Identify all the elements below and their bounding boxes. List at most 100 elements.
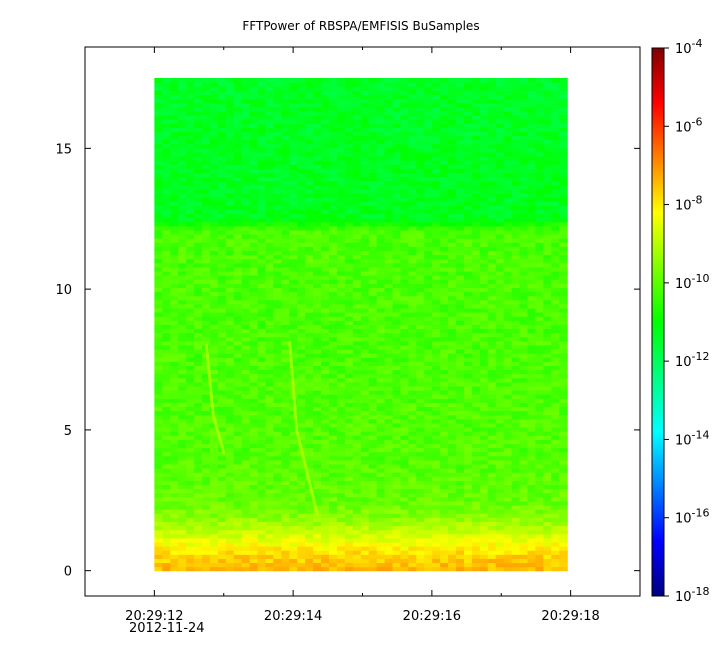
heatmap-cell bbox=[392, 238, 402, 243]
heatmap-cell bbox=[471, 472, 481, 477]
heatmap-cell bbox=[313, 422, 322, 428]
heatmap-cell bbox=[178, 242, 187, 247]
heatmap-cell bbox=[162, 340, 171, 346]
heatmap-cell bbox=[162, 270, 171, 276]
heatmap-cell bbox=[329, 398, 338, 403]
heatmap-cell bbox=[305, 447, 314, 453]
heatmap-cell bbox=[551, 344, 560, 350]
heatmap-cell bbox=[384, 537, 394, 543]
heatmap-cell bbox=[162, 566, 171, 572]
heatmap-cell bbox=[217, 459, 227, 465]
heatmap-cell bbox=[321, 258, 330, 264]
heatmap-cell bbox=[432, 554, 441, 559]
heatmap-cell bbox=[456, 546, 465, 551]
heatmap-cell bbox=[440, 192, 449, 198]
heatmap-cell bbox=[400, 492, 409, 498]
heatmap-cell bbox=[265, 357, 275, 362]
heatmap-cell bbox=[321, 205, 330, 210]
heatmap-cell bbox=[463, 328, 473, 334]
heatmap-cell bbox=[487, 504, 497, 510]
heatmap-cell bbox=[186, 275, 195, 280]
heatmap-cell bbox=[217, 180, 227, 186]
heatmap-cell bbox=[257, 270, 267, 276]
heatmap-cell bbox=[257, 299, 267, 305]
heatmap-cell bbox=[559, 340, 568, 346]
heatmap-cell bbox=[273, 201, 282, 206]
heatmap-cell bbox=[551, 357, 560, 362]
heatmap-cell bbox=[519, 361, 529, 366]
heatmap-cell bbox=[209, 238, 219, 243]
heatmap-cell bbox=[321, 299, 330, 305]
heatmap-cell bbox=[321, 472, 330, 477]
heatmap-cell bbox=[336, 463, 346, 469]
heatmap-cell bbox=[495, 217, 505, 223]
heatmap-cell bbox=[249, 509, 259, 514]
heatmap-cell bbox=[154, 316, 163, 321]
heatmap-cell bbox=[527, 533, 537, 539]
heatmap-cell bbox=[162, 295, 171, 301]
heatmap-cell bbox=[281, 312, 290, 317]
heatmap-cell bbox=[297, 431, 306, 436]
heatmap-cell bbox=[519, 426, 529, 432]
heatmap-cell bbox=[543, 250, 552, 256]
heatmap-cell bbox=[313, 410, 322, 416]
heatmap-cell bbox=[202, 451, 211, 457]
heatmap-cell bbox=[511, 336, 521, 342]
heatmap-cell bbox=[336, 246, 346, 252]
heatmap-cell bbox=[225, 414, 235, 420]
heatmap-cell bbox=[463, 414, 473, 420]
heatmap-cell bbox=[448, 406, 457, 412]
heatmap-cell bbox=[551, 246, 560, 252]
heatmap-cell bbox=[527, 361, 537, 366]
heatmap-cell bbox=[360, 451, 370, 457]
heatmap-cell bbox=[511, 262, 521, 268]
heatmap-cell bbox=[543, 488, 552, 494]
heatmap-cell bbox=[233, 476, 243, 481]
heatmap-cell bbox=[352, 209, 362, 215]
heatmap-cell bbox=[162, 504, 171, 510]
heatmap-cell bbox=[273, 348, 282, 354]
heatmap-cell bbox=[321, 328, 330, 334]
heatmap-cell bbox=[329, 312, 338, 317]
heatmap-cell bbox=[471, 509, 481, 514]
heatmap-cell bbox=[448, 455, 457, 461]
heatmap-cell bbox=[289, 546, 298, 551]
heatmap-cell bbox=[495, 472, 505, 477]
heatmap-cell bbox=[400, 217, 409, 223]
heatmap-cell bbox=[352, 184, 362, 190]
heatmap-cell bbox=[217, 295, 227, 301]
heatmap-cell bbox=[194, 390, 203, 395]
heatmap-cell bbox=[209, 488, 219, 494]
heatmap-cell bbox=[313, 205, 322, 210]
heatmap-cell bbox=[384, 369, 394, 375]
heatmap-cell bbox=[336, 348, 346, 354]
heatmap-cell bbox=[408, 459, 417, 465]
heatmap-cell bbox=[162, 394, 171, 399]
heatmap-cell bbox=[257, 233, 267, 239]
heatmap-cell bbox=[249, 414, 259, 420]
heatmap-cell bbox=[154, 295, 163, 301]
heatmap-cell bbox=[225, 500, 235, 506]
heatmap-cell bbox=[456, 357, 465, 362]
heatmap-cell bbox=[487, 233, 497, 239]
heatmap-cell bbox=[257, 492, 267, 498]
heatmap-cell bbox=[360, 562, 370, 568]
heatmap-cell bbox=[416, 332, 425, 338]
heatmap-cell bbox=[519, 410, 529, 416]
heatmap-cell bbox=[170, 476, 179, 481]
heatmap-cell bbox=[503, 550, 513, 555]
heatmap-cell bbox=[376, 451, 386, 457]
heatmap-cell bbox=[400, 406, 409, 412]
heatmap-cell bbox=[408, 254, 417, 260]
heatmap-cell bbox=[329, 221, 338, 227]
heatmap-cell bbox=[471, 262, 481, 268]
heatmap-cell bbox=[344, 328, 354, 334]
heatmap-cell bbox=[471, 357, 481, 362]
heatmap-cell bbox=[376, 394, 386, 399]
heatmap-cell bbox=[463, 361, 473, 366]
heatmap-cell bbox=[463, 500, 473, 506]
heatmap-cell bbox=[194, 410, 203, 416]
heatmap-cell bbox=[273, 513, 282, 518]
heatmap-cell bbox=[162, 344, 171, 350]
heatmap-cell bbox=[448, 344, 457, 350]
